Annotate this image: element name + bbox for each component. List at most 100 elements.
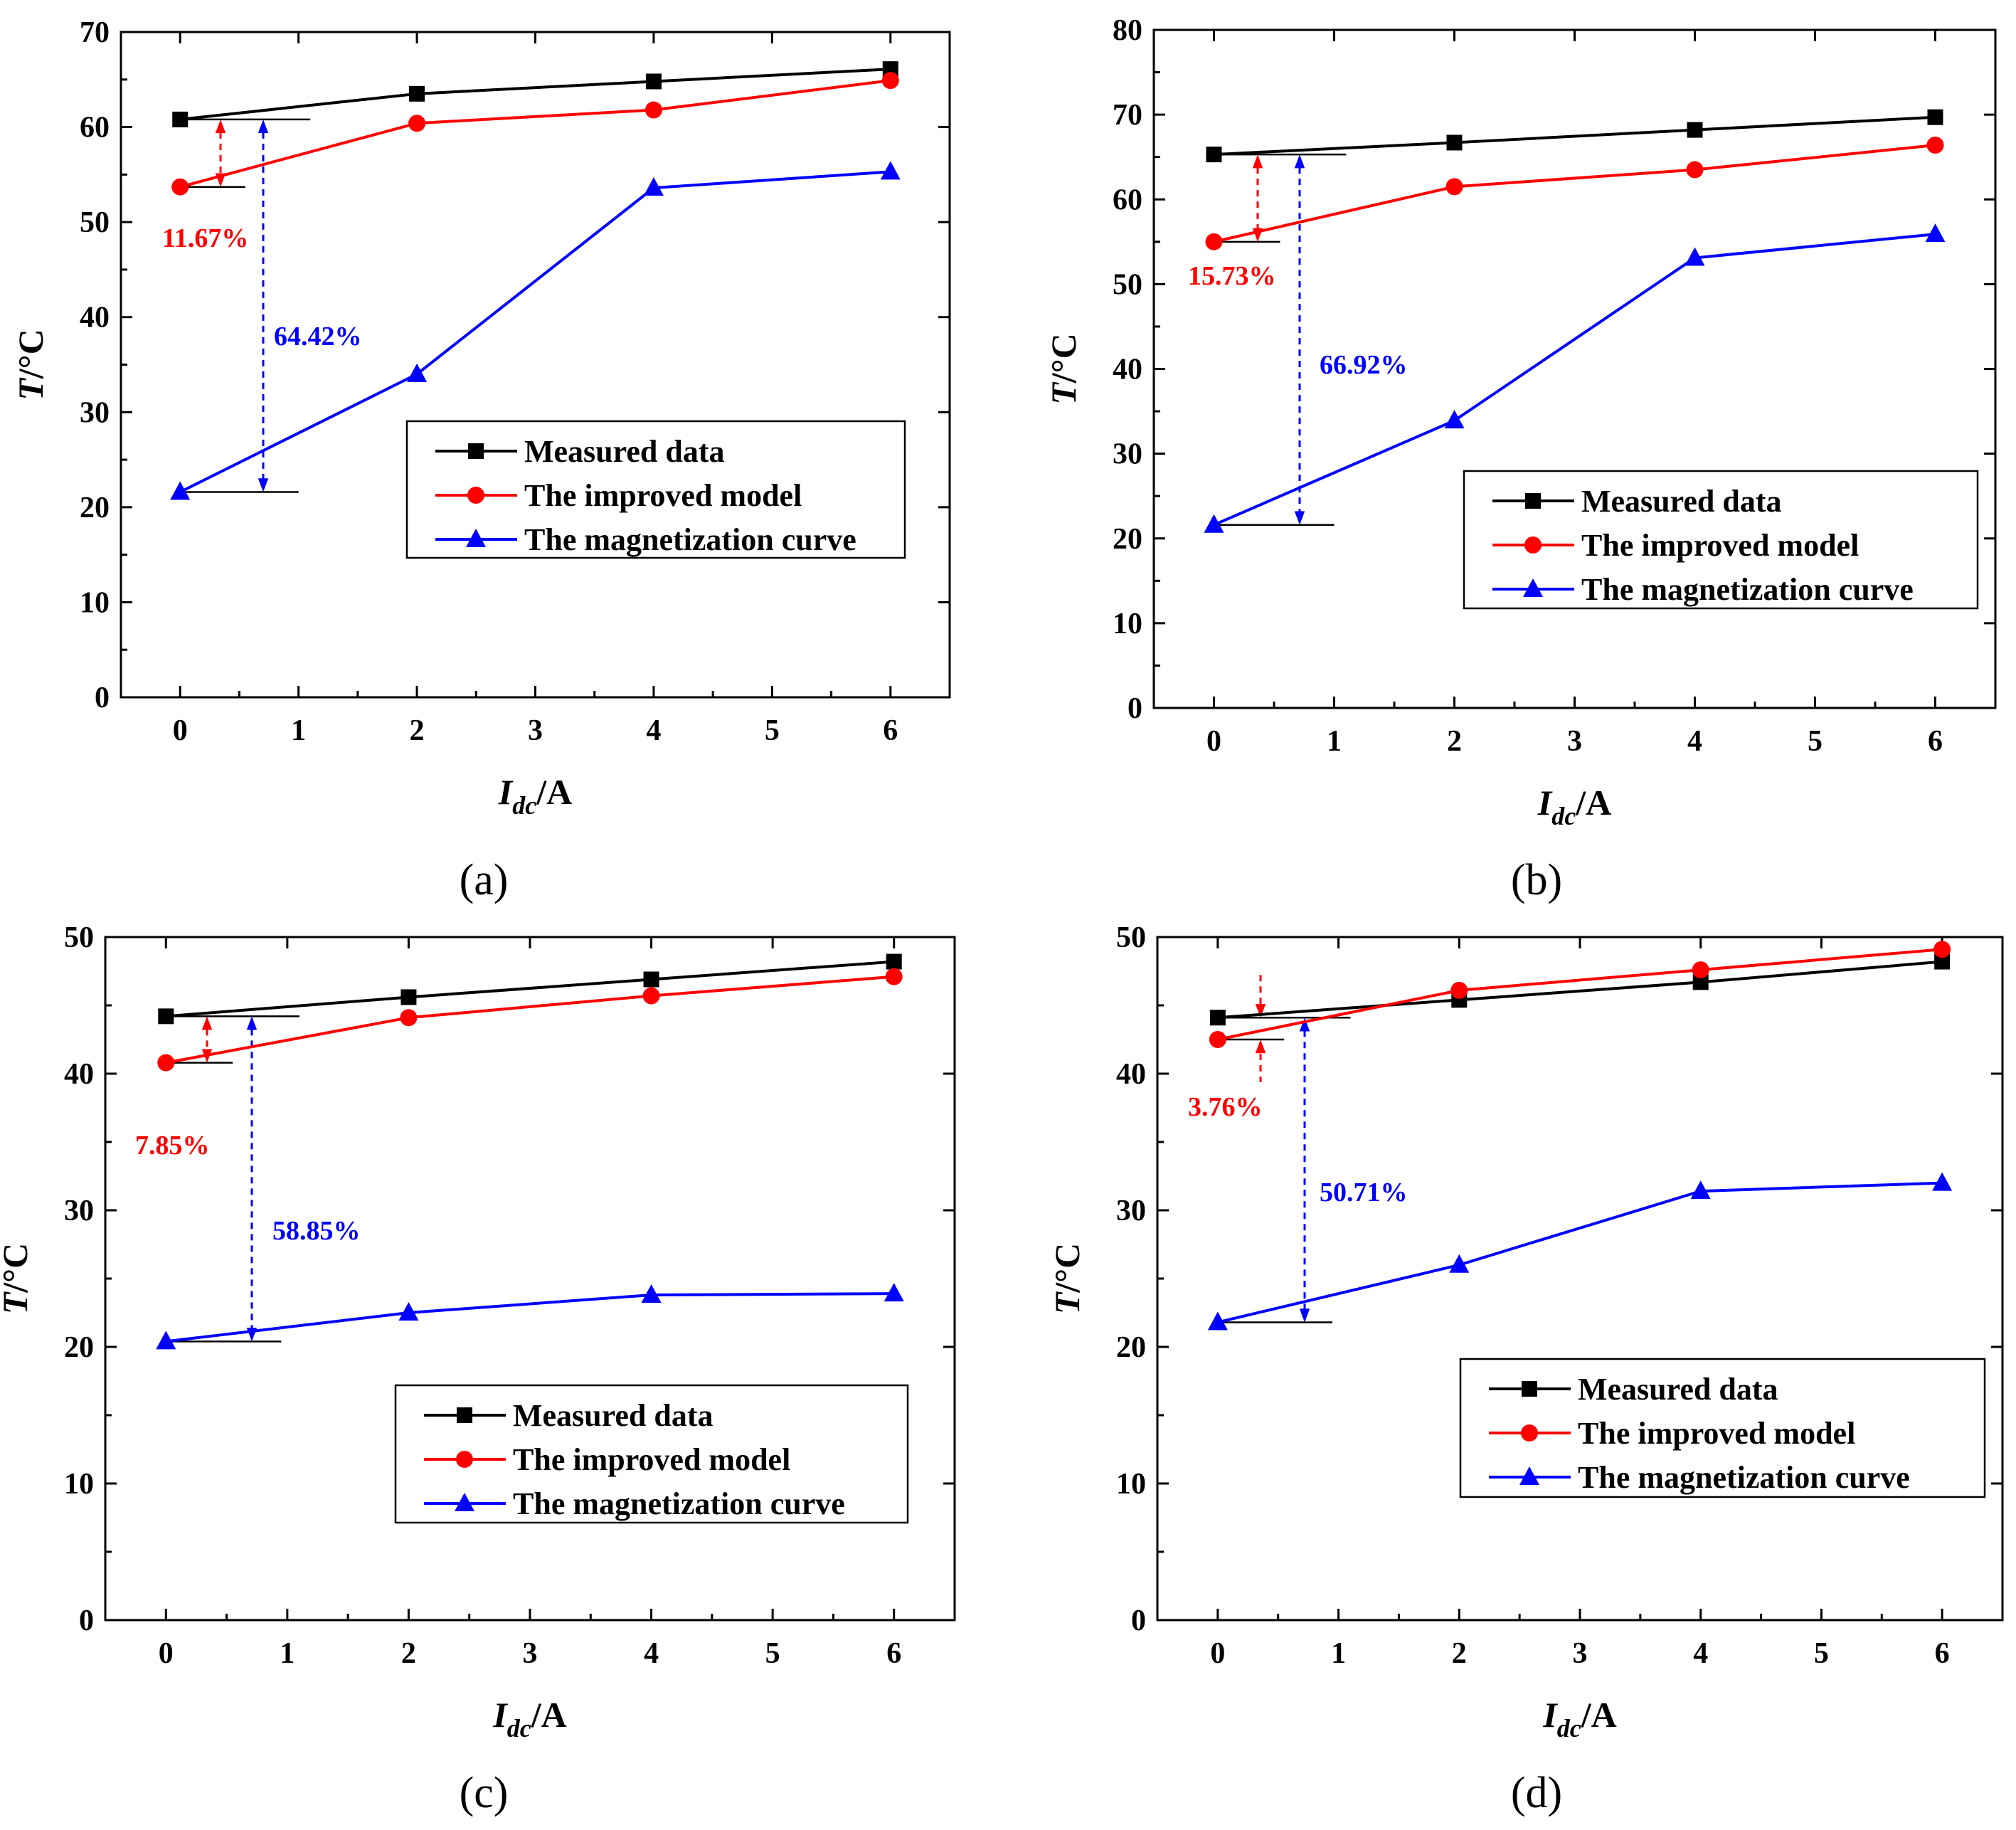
annotation-magnetization-error: 64.42%	[274, 322, 362, 351]
legend-box	[1463, 470, 1979, 610]
x-tick-label: 2	[1452, 1637, 1467, 1670]
x-tick-label: 4	[646, 714, 661, 747]
panel-c-chart: 0 1 2 3 4 5 6 0 10 20 30 40 50 Idc/A T/°C 7.85% 58.85% Me…	[0, 921, 956, 1742]
legend-label: The magnetization curve	[1578, 1460, 1910, 1495]
legend-label: The improved model	[1581, 528, 1859, 563]
x-axis-title-unit: /A	[536, 772, 572, 812]
x-tick-label: 0	[1210, 1637, 1225, 1670]
panel-d-chart: 0 1 2 3 4 5 6 0 10 20 30 40 50 Idc/A T/°C 3.76% 50.71% Me…	[1047, 921, 2004, 1742]
legend-label: The improved model	[524, 478, 802, 513]
legend-box	[1459, 1358, 1986, 1498]
data-point-square	[172, 111, 189, 127]
series-line-0	[1214, 115, 1936, 157]
series-line-2	[1217, 1181, 1943, 1324]
legend-label: The improved model	[1578, 1416, 1855, 1451]
data-point-triangle	[1932, 1172, 1953, 1191]
x-tick-label: 6	[883, 714, 898, 747]
data-point-circle	[1445, 178, 1463, 196]
y-axis-title-unit: /°C	[11, 329, 51, 379]
x-axis-title-subscript: dc	[512, 791, 536, 820]
legend-marker	[1519, 1466, 1539, 1485]
series-line-0	[166, 960, 894, 1018]
legend-marker	[1524, 536, 1542, 554]
y-tick-label: 30	[64, 1195, 94, 1227]
x-tick-label: 0	[173, 714, 188, 747]
x-tick-label: 1	[291, 714, 306, 747]
y-tick-label: 10	[64, 1468, 94, 1501]
data-point-triangle	[398, 1302, 419, 1321]
data-point-triangle	[407, 363, 428, 382]
data-point-square	[409, 85, 425, 102]
legend-label: The magnetization curve	[1581, 572, 1914, 607]
y-axis-title-unit: /°C	[0, 1243, 35, 1294]
data-point-square	[1206, 147, 1222, 163]
y-tick-label: 70	[80, 16, 110, 49]
series-line-1	[1217, 948, 1943, 1041]
y-axis-title-symbol: T	[1047, 1291, 1087, 1314]
data-point-circle	[1933, 941, 1951, 958]
x-tick-label: 5	[765, 714, 780, 747]
data-point-triangle	[1690, 1180, 1711, 1200]
data-point-circle	[1450, 981, 1468, 999]
panel-a-chart: 0 1 2 3 4 5 6010203040506070Idc/AT/°C11.67%64.…	[11, 16, 951, 820]
x-axis-title: Idc/A	[1542, 1695, 1616, 1742]
data-point-square	[1209, 1010, 1226, 1026]
x-tick-label: 4	[1693, 1637, 1708, 1670]
legend-box	[394, 1384, 909, 1524]
x-tick-label: 0	[1206, 725, 1221, 758]
legend-marker	[468, 443, 484, 459]
x-tick-label: 3	[1573, 1637, 1588, 1670]
y-tick-label: 40	[64, 1058, 94, 1091]
y-tick-label: 0	[95, 682, 110, 714]
legend-marker	[467, 487, 484, 504]
legend-marker	[455, 1493, 474, 1511]
annotation-improved-error: 11.67%	[162, 223, 248, 253]
x-axis-title-unit: /A	[1575, 783, 1611, 823]
legend-label: Measured data	[524, 434, 725, 469]
x-axis-title-subscript: dc	[507, 1714, 531, 1742]
data-point-circle	[171, 178, 189, 196]
legend-label: The improved model	[513, 1442, 790, 1477]
legend-box	[405, 420, 906, 559]
annotation-magnetization-error: 66.92%	[1320, 350, 1408, 380]
data-point-circle	[157, 1054, 175, 1072]
difference-arrowhead-improved-lower	[1255, 1040, 1266, 1054]
data-point-triangle	[1204, 514, 1224, 533]
y-tick-label: 0	[1131, 1604, 1146, 1637]
y-tick-label: 70	[1113, 99, 1142, 132]
x-tick-label: 0	[159, 1637, 174, 1670]
panel-label-d: (d)	[1511, 1769, 1562, 1817]
series-line-2	[1213, 233, 1936, 527]
plot-frame	[120, 31, 951, 699]
difference-arrowhead-improved-top	[201, 1016, 213, 1030]
legend-label: Measured data	[513, 1398, 713, 1433]
panel-label-b: (b)	[1511, 856, 1562, 904]
annotation-improved-error: 3.76%	[1188, 1092, 1263, 1122]
difference-arrowhead-magnetization-bottom	[1294, 511, 1305, 525]
x-tick-label: 5	[1814, 1637, 1829, 1670]
y-axis-title: T/°C	[1047, 1243, 1087, 1315]
panel-label-a: (a)	[460, 856, 509, 904]
difference-arrowhead-magnetization-top	[246, 1016, 258, 1030]
panel-label-c: (c)	[460, 1769, 509, 1817]
legend-marker	[1523, 578, 1543, 597]
series-line-0	[1217, 960, 1943, 1020]
difference-arrowhead-magnetization-bottom	[1299, 1308, 1310, 1323]
data-point-circle	[408, 115, 426, 132]
y-tick-label: 80	[1113, 14, 1142, 47]
data-point-triangle	[1685, 247, 1705, 266]
y-tick-label: 10	[1113, 608, 1142, 640]
series-line-2	[179, 170, 891, 494]
y-axis-title: T/°C	[11, 329, 51, 401]
series-line-1	[179, 79, 891, 189]
data-point-circle	[1926, 137, 1944, 154]
data-point-circle	[400, 1009, 418, 1027]
x-tick-label: 6	[886, 1637, 901, 1670]
data-point-square	[1927, 109, 1943, 125]
data-point-circle	[642, 987, 660, 1005]
y-tick-label: 50	[1113, 268, 1142, 301]
y-tick-label: 40	[1113, 354, 1142, 386]
difference-arrowhead-improved-top	[1252, 154, 1263, 169]
x-tick-label: 3	[1567, 725, 1582, 758]
